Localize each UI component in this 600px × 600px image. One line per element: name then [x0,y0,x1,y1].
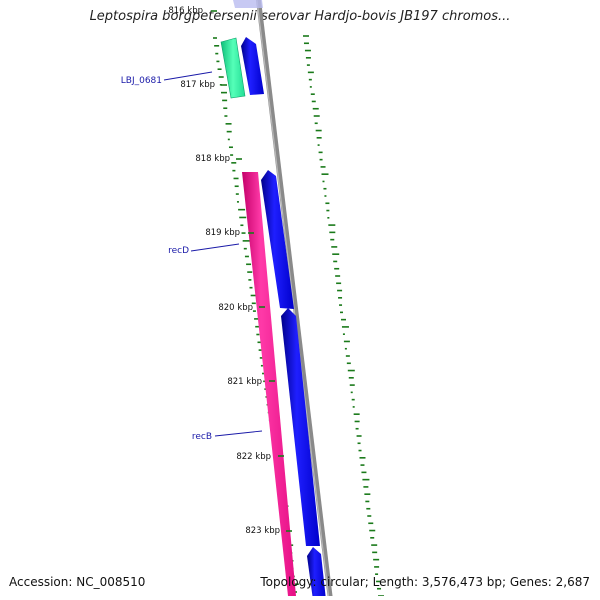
page-bottom-strip [0,596,600,600]
genome-stats-label: Topology: circular; Length: 3,576,473 bp… [260,575,590,589]
accession-label: Accession: NC_008510 [9,575,146,589]
gene-label-recb[interactable]: recB [192,430,263,442]
tick-label: 823 kbp [245,526,280,536]
tick-label: 816 kbp [168,6,203,16]
tick-label: 821 kbp [227,377,262,387]
gene-label-recd[interactable]: recD [168,243,240,256]
tick-marks: 816 kbp 817 kbp 818 kbp 819 kbp 820 kbp 821 k… [168,6,292,536]
backbone-highlight [256,0,330,600]
tick-label: 818 kbp [195,154,230,164]
cds-forward-next[interactable] [307,547,326,600]
tick-label: 822 kbp [236,452,271,462]
tick-label: 819 kbp [205,228,240,238]
tick-label: 820 kbp [218,303,253,313]
feature-lbj-0681[interactable] [220,37,246,99]
map-title: Leptospira borgpetersenii serovar Hardjo… [89,9,511,24]
faded-feature [233,0,263,8]
gene-label-lbj-0681[interactable]: LBJ_0681 [121,71,213,86]
gc-skew-track-outer [303,35,384,597]
cds-reverse-recd[interactable] [242,172,296,596]
tick-label: 817 kbp [180,80,215,90]
svg-text:LBJ_0681: LBJ_0681 [121,76,162,86]
cds-forward-lbj-0681[interactable] [241,37,264,95]
cds-forward-recb[interactable] [281,308,320,546]
cds-forward-recd[interactable] [261,170,294,309]
svg-text:recB: recB [192,432,212,442]
svg-text:recD: recD [168,246,189,256]
